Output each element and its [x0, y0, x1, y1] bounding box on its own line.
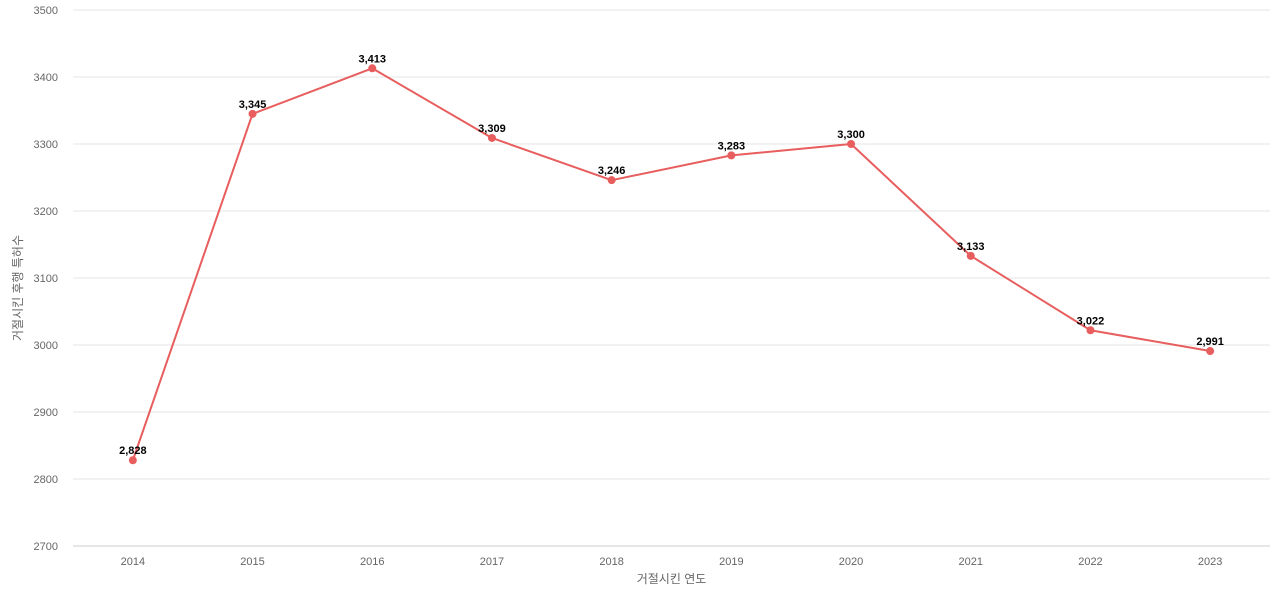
data-point[interactable] [607, 176, 616, 185]
data-label: 3,246 [598, 165, 626, 177]
data-label: 3,022 [1077, 315, 1105, 327]
x-tick-label: 2021 [959, 556, 983, 568]
data-point[interactable] [727, 151, 736, 160]
data-point[interactable] [248, 109, 257, 118]
data-label: 3,283 [718, 140, 746, 152]
data-point[interactable] [1086, 326, 1095, 335]
y-tick-label: 2900 [34, 407, 58, 419]
data-point[interactable] [847, 140, 856, 148]
y-tick-label: 2800 [34, 474, 58, 486]
x-tick-label: 2017 [480, 556, 504, 568]
x-tick-label: 2018 [599, 556, 623, 568]
y-tick-label: 3400 [34, 72, 58, 84]
grid-layer [73, 9, 1270, 547]
y-tick-label: 3100 [34, 273, 58, 285]
y-tick-label: 3300 [34, 139, 58, 151]
x-tick-label: 2019 [719, 556, 743, 568]
data-label: 2,991 [1196, 336, 1224, 348]
series-layer [128, 64, 1215, 465]
data-point[interactable] [368, 64, 377, 73]
x-tick-label: 2014 [121, 556, 145, 568]
data-point[interactable] [1206, 347, 1215, 356]
data-point[interactable] [966, 251, 975, 260]
y-tick-label: 2700 [34, 541, 58, 553]
y-axis-title: 거절시킨 후행 특허수 [10, 235, 25, 341]
data-label: 3,133 [957, 241, 985, 253]
x-tick-label: 2022 [1078, 556, 1102, 568]
data-label: 3,345 [239, 99, 267, 111]
x-tick-label: 2016 [360, 556, 384, 568]
data-point[interactable] [128, 456, 137, 465]
data-label: 3,309 [478, 123, 506, 135]
x-tick-label: 2015 [240, 556, 264, 568]
data-label: 2,828 [119, 445, 147, 457]
x-axis-ticks: 2014 2015 2016 2017 2018 2019 2020 2021 2022 2023 [121, 556, 1223, 568]
y-tick-label: 3200 [34, 206, 58, 218]
y-tick-label: 3500 [34, 5, 58, 17]
x-tick-label: 2023 [1198, 556, 1222, 568]
data-point[interactable] [487, 133, 496, 142]
y-tick-label: 3000 [34, 340, 58, 352]
data-label: 3,300 [837, 129, 865, 141]
data-label: 3,413 [358, 53, 386, 65]
data-labels-layer: 2,828 3,345 3,413 3,309 3,246 3,283 3,300 3,133… [119, 53, 1224, 457]
x-tick-label: 2020 [839, 556, 863, 568]
series-line [131, 67, 1211, 461]
x-axis-title: 거절시킨 연도 [637, 572, 707, 586]
y-axis-ticks: 2700 2800 2900 3000 3100 3200 3300 3400 3500 [34, 5, 58, 553]
